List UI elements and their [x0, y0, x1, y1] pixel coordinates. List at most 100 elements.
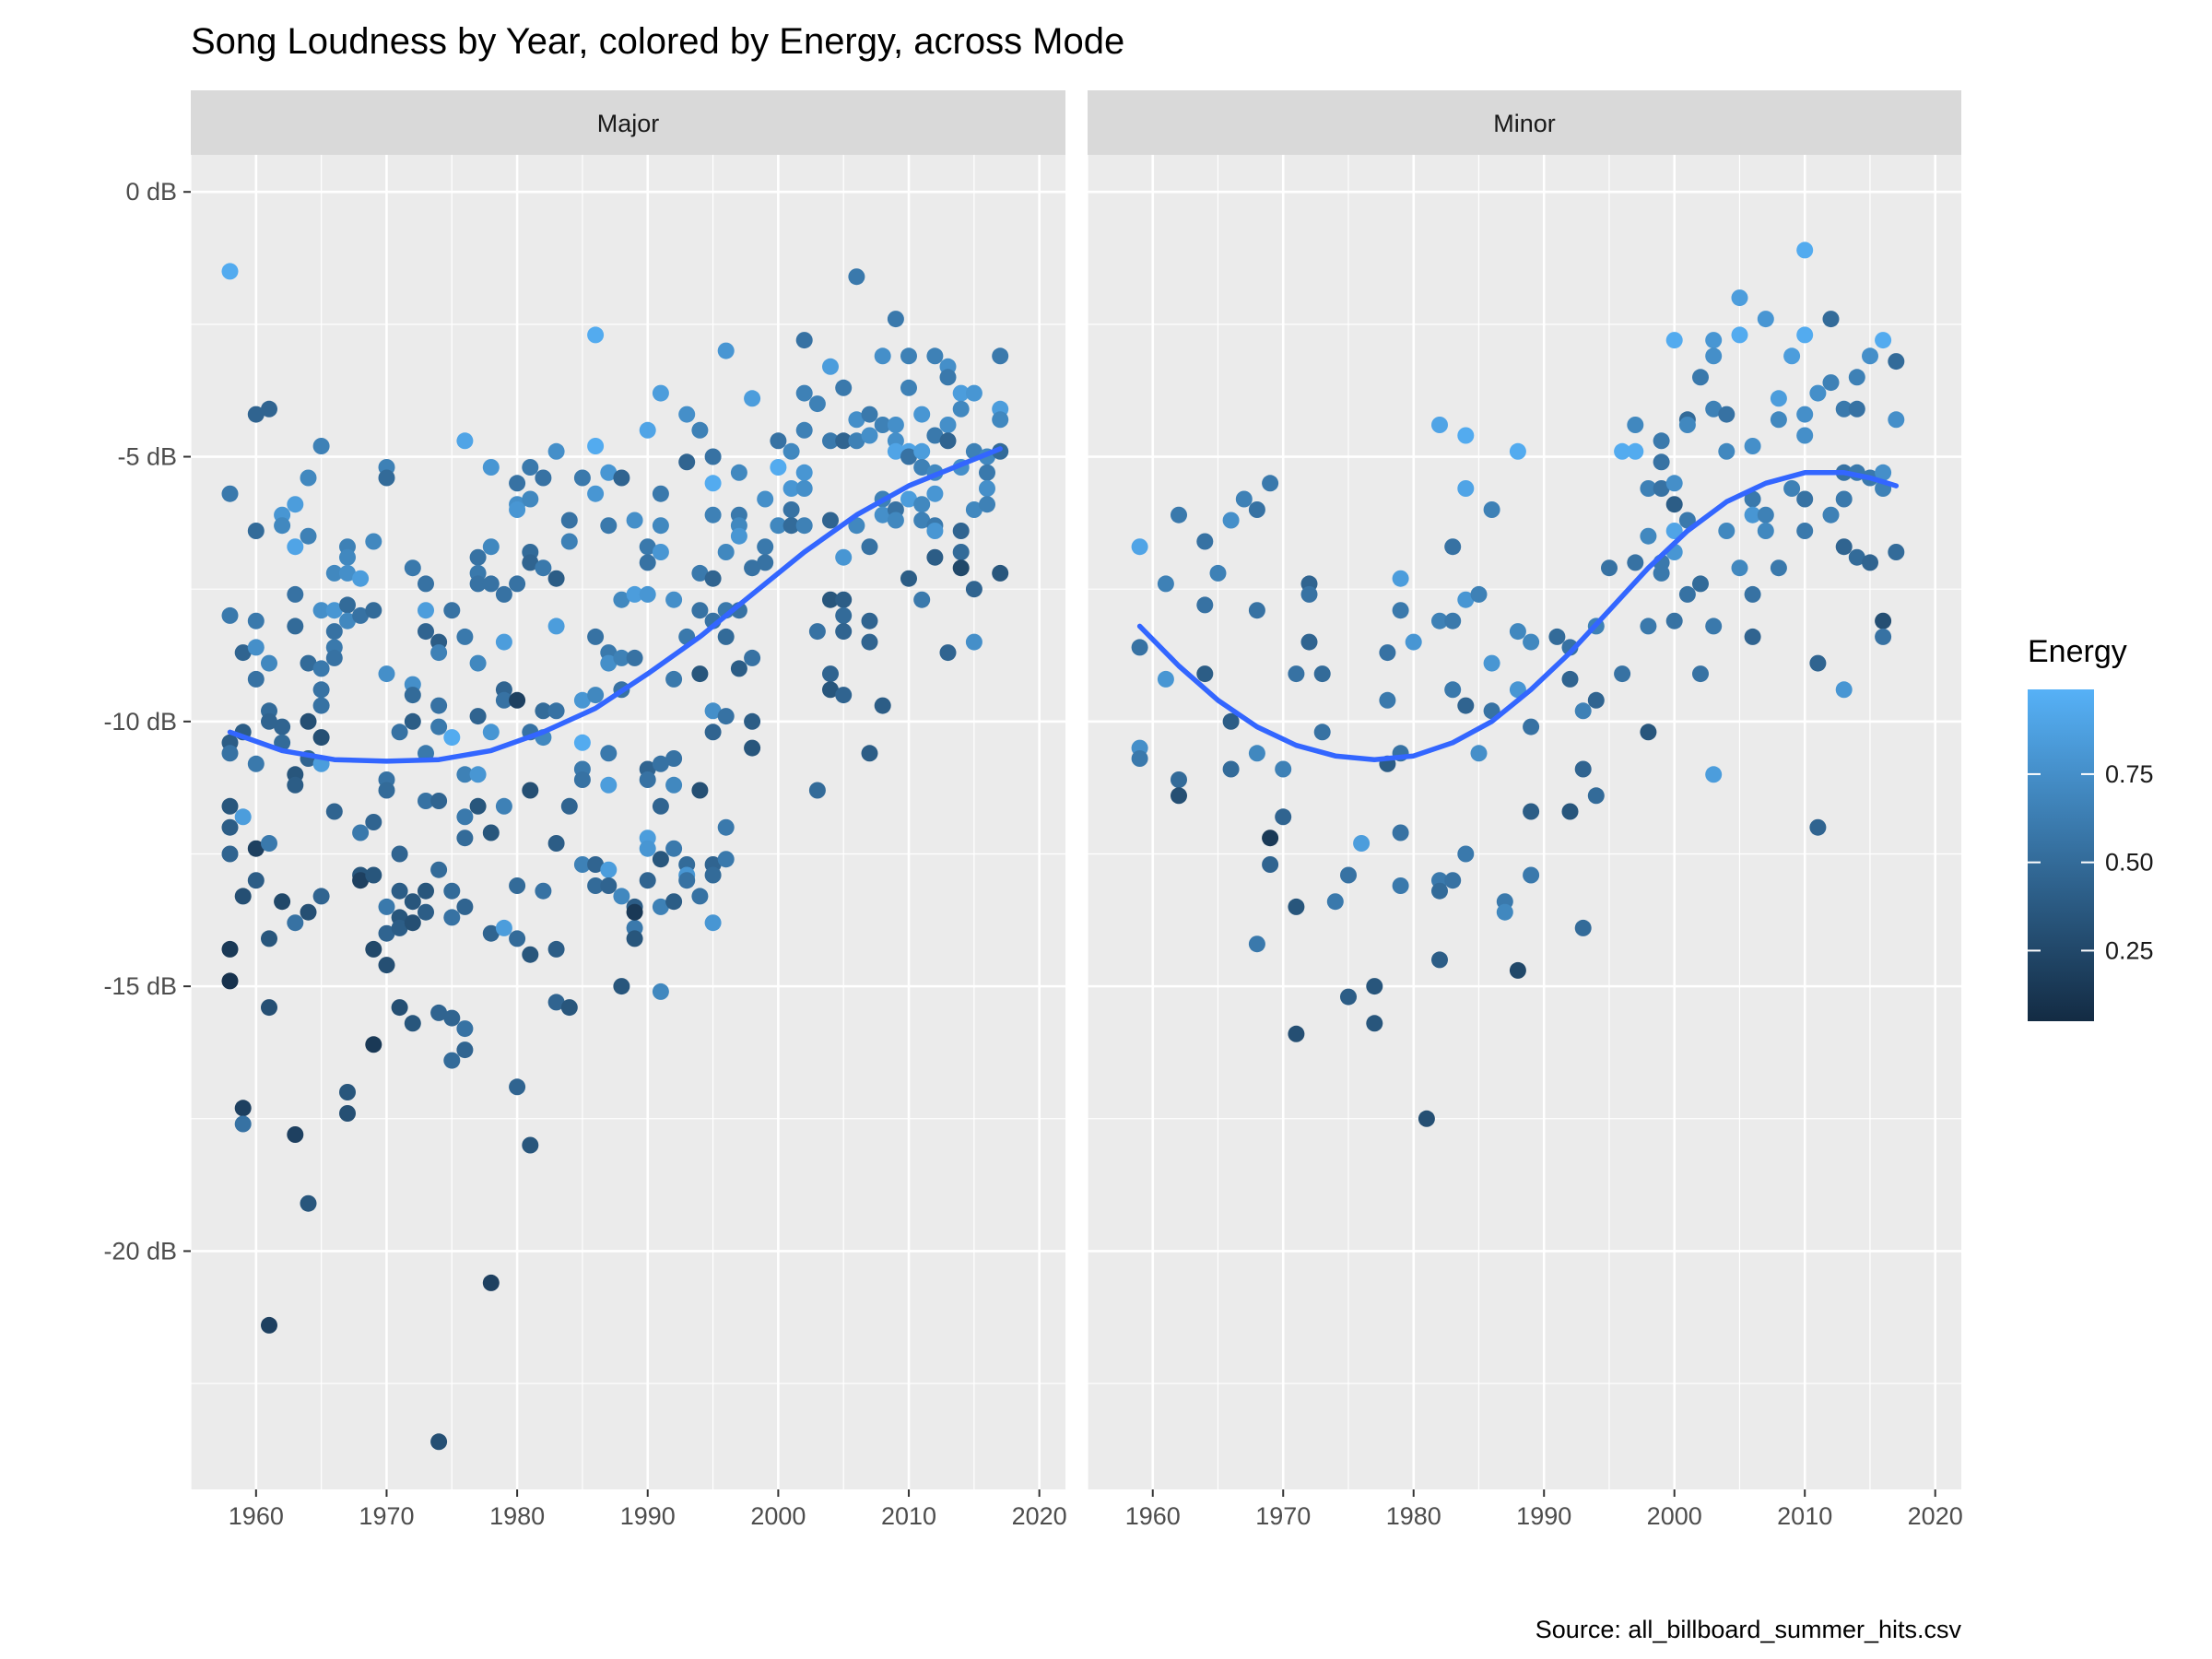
x-tick-label: 1960: [1125, 1502, 1181, 1530]
data-point-major: [600, 745, 618, 762]
data-point-major: [522, 459, 539, 476]
data-point-minor: [1470, 585, 1488, 603]
data-point-minor: [1757, 311, 1774, 328]
data-point-major: [234, 1115, 252, 1133]
data-point-minor: [1705, 332, 1723, 349]
data-point-major: [469, 548, 487, 566]
data-point-major: [913, 496, 931, 513]
data-point-major: [312, 729, 330, 747]
data-point-major: [325, 803, 343, 820]
data-point-major: [782, 517, 800, 535]
x-tick-label: 1970: [359, 1502, 414, 1530]
y-tick-label: -15 dB: [103, 972, 177, 1000]
data-point-minor: [1262, 475, 1279, 492]
data-point-minor: [1744, 628, 1761, 645]
data-point-major: [418, 575, 434, 593]
data-point-major: [378, 924, 395, 942]
data-point-minor: [1848, 548, 1865, 566]
data-point-major: [469, 654, 487, 672]
chart-caption: Source: all_billboard_summer_hits.csv: [1535, 1616, 1962, 1643]
data-point-major: [261, 712, 277, 730]
data-point-major: [587, 687, 605, 704]
data-point-minor: [1444, 872, 1462, 889]
data-point-minor: [1196, 665, 1214, 683]
data-point-minor: [1157, 575, 1174, 593]
data-point-major: [573, 691, 591, 709]
data-point-minor: [1379, 644, 1396, 662]
data-point-minor: [1431, 882, 1448, 900]
data-point-minor: [1744, 506, 1761, 524]
data-point-minor: [1640, 724, 1657, 741]
data-point-major: [639, 840, 656, 857]
data-point-major: [704, 724, 722, 741]
data-point-major: [274, 517, 291, 535]
data-point-major: [418, 882, 434, 900]
data-point-major: [522, 782, 539, 799]
data-point-major: [613, 888, 630, 905]
data-point-major: [247, 523, 265, 539]
data-point-major: [835, 548, 853, 566]
data-point-major: [822, 432, 839, 450]
data-point-minor: [1171, 771, 1187, 788]
data-point-major: [835, 687, 853, 704]
data-point-major: [822, 512, 839, 529]
data-point-minor: [1601, 559, 1618, 577]
data-point-major: [495, 585, 512, 603]
data-point-major: [952, 523, 970, 539]
data-point-major: [352, 606, 370, 624]
data-point-major: [900, 490, 917, 508]
data-point-major: [587, 877, 605, 894]
data-point-major: [652, 797, 669, 815]
data-point-major: [339, 612, 356, 629]
data-point-major: [495, 633, 512, 651]
data-point-major: [443, 729, 461, 747]
data-point-major: [913, 442, 931, 460]
x-tick-label: 2000: [750, 1502, 806, 1530]
data-point-minor: [1627, 417, 1644, 433]
data-point-major: [782, 442, 800, 460]
x-tick-label: 2010: [1777, 1502, 1832, 1530]
data-point-major: [221, 972, 239, 990]
data-point-minor: [1692, 665, 1709, 683]
data-point-minor: [1470, 745, 1488, 762]
data-point-major: [339, 564, 356, 582]
data-point-major: [979, 496, 995, 513]
data-point-major: [560, 533, 578, 550]
data-point-major: [939, 644, 957, 662]
data-point-major: [573, 856, 591, 873]
data-point-minor: [1653, 432, 1670, 450]
data-point-minor: [1875, 464, 1892, 481]
strip-minor: [1088, 90, 1961, 155]
data-point-minor: [1248, 745, 1265, 762]
data-point-major: [887, 442, 904, 460]
data-point-major: [835, 591, 853, 608]
data-point-minor: [1275, 808, 1292, 826]
data-point-major: [744, 739, 761, 757]
data-point-major: [639, 538, 656, 556]
data-point-minor: [1444, 538, 1462, 556]
data-point-major: [613, 978, 630, 995]
data-point-major: [547, 994, 565, 1011]
data-point-major: [547, 702, 565, 720]
data-point-major: [312, 660, 330, 677]
data-point-major: [456, 808, 474, 826]
data-point-minor: [1275, 760, 1292, 778]
data-point-major: [221, 263, 239, 280]
data-point-major: [626, 649, 643, 666]
data-point-major: [443, 909, 461, 926]
data-point-major: [744, 559, 761, 577]
strip-label-major: Major: [597, 110, 660, 137]
data-point-major: [287, 538, 304, 556]
data-point-minor: [1888, 544, 1905, 560]
y-tick-label: -5 dB: [117, 443, 177, 471]
data-point-major: [965, 501, 982, 518]
data-point-major: [234, 644, 252, 662]
data-point-major: [404, 914, 421, 932]
data-point-major: [300, 654, 317, 672]
data-point-major: [430, 644, 448, 662]
data-point-minor: [1744, 585, 1761, 603]
data-point-major: [443, 602, 461, 619]
data-point-major: [456, 1041, 474, 1059]
data-point-minor: [1392, 570, 1409, 587]
data-point-major: [639, 421, 656, 439]
